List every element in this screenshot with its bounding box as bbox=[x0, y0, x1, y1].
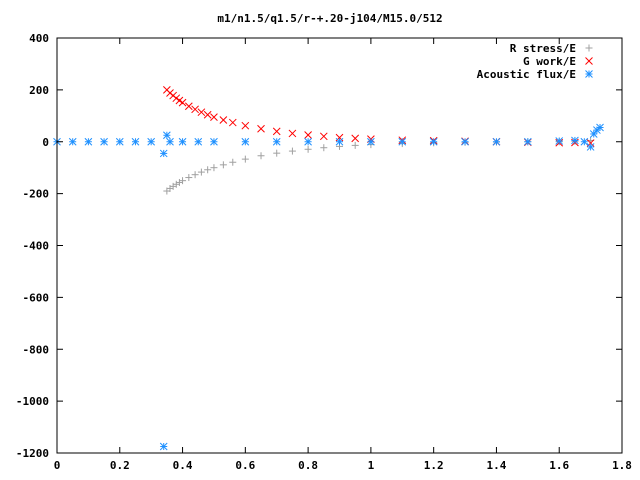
data-point bbox=[304, 137, 312, 146]
y-tick-label: -1200 bbox=[16, 447, 49, 460]
data-point bbox=[194, 137, 203, 146]
data-point bbox=[272, 127, 281, 136]
data-point bbox=[319, 132, 328, 141]
data-point bbox=[172, 94, 181, 103]
data-point bbox=[159, 149, 168, 158]
data-point bbox=[178, 137, 187, 146]
data-point bbox=[398, 137, 407, 146]
data-point bbox=[580, 137, 589, 146]
plot-frame bbox=[56, 37, 623, 454]
legend-label: Acoustic flux/E bbox=[477, 68, 576, 81]
data-point bbox=[184, 102, 193, 111]
x-tick-label: 0.6 bbox=[235, 459, 255, 472]
data-point bbox=[210, 113, 218, 121]
y-tick-label: 200 bbox=[29, 84, 49, 97]
data-point bbox=[228, 118, 237, 127]
data-point bbox=[179, 177, 187, 185]
x-tick-label: 0.2 bbox=[110, 459, 130, 472]
data-point bbox=[272, 137, 281, 146]
data-point bbox=[335, 137, 344, 146]
x-tick-label: 1.6 bbox=[549, 459, 569, 472]
data-point bbox=[219, 161, 227, 169]
data-point bbox=[523, 137, 532, 146]
x-tick-label: 0.8 bbox=[298, 459, 318, 472]
data-point bbox=[219, 116, 228, 124]
x-tick-label: 1.2 bbox=[424, 459, 444, 472]
data-point bbox=[241, 155, 249, 163]
data-point bbox=[178, 98, 187, 107]
data-point bbox=[589, 130, 598, 138]
data-point bbox=[351, 134, 360, 143]
data-point bbox=[172, 180, 180, 188]
y-tick-label: -800 bbox=[23, 343, 50, 356]
ticks-layer: 0 0.2 0.4 0.6 0.8 1 1.2 1.4 1.6 1.8 400 200 0 -200 -40… bbox=[16, 32, 632, 472]
data-point bbox=[210, 137, 218, 146]
data-point bbox=[288, 129, 297, 138]
y-tick-label: -400 bbox=[23, 240, 50, 253]
y-tick-label: -600 bbox=[23, 291, 50, 304]
data-point bbox=[159, 442, 168, 451]
data-point bbox=[596, 123, 604, 132]
data-point bbox=[191, 105, 199, 114]
data-point bbox=[197, 168, 205, 176]
data-point bbox=[68, 137, 77, 146]
data-point bbox=[257, 152, 265, 160]
plot-title: m1/n1.5/q1.5/r-+.20-j104/M15.0/512 bbox=[217, 12, 442, 25]
y-tick-label: 400 bbox=[29, 32, 49, 45]
x-tick-label: 1 bbox=[368, 459, 375, 472]
data-point bbox=[115, 137, 124, 146]
data-point bbox=[273, 149, 281, 157]
series-2 bbox=[53, 123, 604, 451]
data-point bbox=[429, 137, 438, 146]
data-point bbox=[241, 121, 250, 130]
data-point bbox=[197, 108, 206, 117]
data-point bbox=[586, 143, 595, 151]
data-point bbox=[351, 141, 359, 149]
data-point bbox=[304, 145, 312, 153]
data-point bbox=[131, 137, 140, 146]
data-point bbox=[367, 137, 375, 146]
data-point bbox=[555, 137, 564, 145]
data-point bbox=[492, 137, 501, 146]
x-tick-label: 0.4 bbox=[173, 459, 193, 472]
data-point bbox=[175, 178, 183, 186]
y-tick-label: 0 bbox=[42, 136, 49, 149]
data-point bbox=[461, 137, 469, 146]
data-point bbox=[203, 110, 212, 119]
x-tick-label: 0 bbox=[54, 459, 61, 472]
data-point bbox=[288, 147, 296, 155]
data-point bbox=[571, 136, 579, 145]
data-point bbox=[210, 164, 218, 172]
data-point bbox=[147, 137, 156, 146]
data-point bbox=[191, 171, 199, 179]
legend-marker bbox=[585, 57, 593, 65]
data-point bbox=[185, 174, 193, 182]
data-point bbox=[229, 158, 237, 166]
legend-label: R stress/E bbox=[510, 42, 576, 55]
y-tick-label: -200 bbox=[23, 188, 50, 201]
x-tick-label: 1.4 bbox=[487, 459, 507, 472]
x-tick-label: 1.8 bbox=[612, 459, 632, 472]
legend-marker bbox=[585, 70, 593, 78]
data-point bbox=[204, 166, 212, 174]
data-point bbox=[241, 137, 250, 146]
data-point bbox=[100, 137, 108, 146]
legend-marker bbox=[585, 44, 593, 52]
y-tick-label: -1000 bbox=[16, 395, 49, 408]
data-point bbox=[84, 137, 93, 146]
data-point bbox=[586, 139, 595, 147]
data-point bbox=[304, 131, 312, 139]
legend-label: G work/E bbox=[523, 55, 576, 68]
data-point bbox=[166, 137, 174, 146]
data-point bbox=[163, 131, 171, 140]
data-point bbox=[257, 124, 265, 133]
data-layer bbox=[53, 86, 604, 451]
data-point bbox=[320, 144, 328, 152]
